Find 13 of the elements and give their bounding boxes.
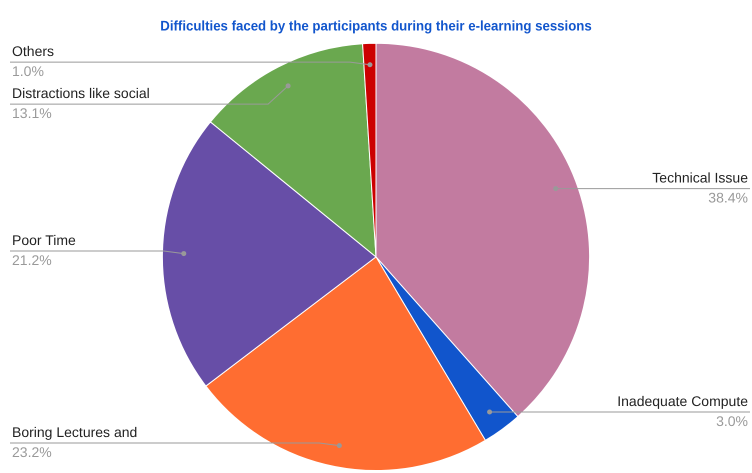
slice-label: Boring Lectures and xyxy=(12,424,138,440)
data-label: 1.0% xyxy=(12,63,44,79)
slice-label: Technical Issue xyxy=(652,169,748,186)
data-label: 13.1% xyxy=(12,105,52,121)
data-label: 23.2% xyxy=(12,444,52,460)
chart-title: Difficulties faced by the participants during their e-learning sessions xyxy=(160,18,592,34)
slice-label: Poor Time xyxy=(12,232,76,248)
slice-label: Inadequate Compute xyxy=(617,392,748,409)
data-label: 21.2% xyxy=(12,252,52,268)
slice-label: Others xyxy=(12,43,54,59)
slice-label: Distractions like social xyxy=(12,85,150,101)
data-label: 38.4% xyxy=(708,189,748,206)
data-label: 3.0% xyxy=(716,412,748,429)
